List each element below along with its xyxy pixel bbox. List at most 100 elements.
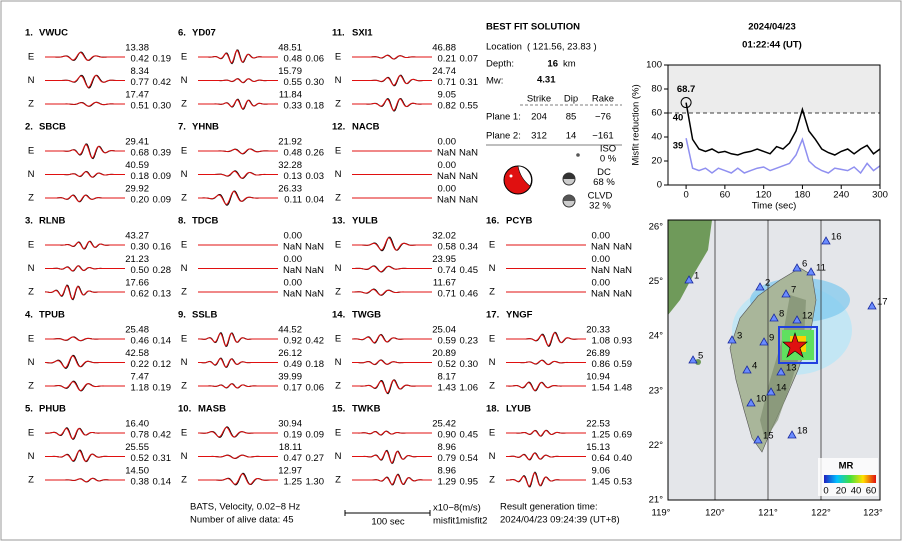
- component: N: [28, 357, 35, 368]
- y-tick-label: 100: [646, 60, 662, 71]
- misfit1: 0.19: [284, 430, 303, 441]
- misfit2-legend: misfit2: [460, 516, 487, 527]
- misfit2: 0.28: [153, 265, 172, 276]
- amplitude: 0.00: [438, 137, 457, 148]
- station-number: 8.: [178, 216, 186, 227]
- amplitude: 16.40: [125, 419, 149, 430]
- misfit2: 0.42: [306, 336, 325, 347]
- station-map-label: 5: [698, 351, 703, 362]
- iso-ball: [576, 153, 580, 157]
- synthetic-trace: [45, 477, 125, 483]
- misfit2: 0.16: [153, 242, 172, 253]
- synthetic-trace: [44, 336, 125, 342]
- misfit1: 0.18: [131, 171, 150, 182]
- misfit1: 0.17: [284, 383, 303, 394]
- misfit2: 0.93: [614, 336, 633, 347]
- station-map-label: 9: [769, 333, 774, 344]
- station-marker: [766, 387, 776, 396]
- misfit1: 0.71: [438, 289, 457, 300]
- misfit1: 0.30: [131, 242, 150, 253]
- misfit1: 0.82: [438, 101, 457, 112]
- station-map-label: 14: [776, 383, 787, 394]
- station-map-label: 1: [694, 271, 699, 282]
- misfit1: NaN: [591, 289, 610, 300]
- misfit2: 0.06: [306, 54, 325, 65]
- amplitude: 24.74: [432, 66, 456, 77]
- units: x10−8(m/s): [433, 503, 481, 514]
- misfit1: 0.62: [131, 289, 150, 300]
- amplitude: 29.41: [125, 137, 149, 148]
- synthetic-trace: [45, 450, 125, 462]
- annotation: 68.7: [677, 84, 696, 95]
- component: N: [181, 75, 188, 86]
- location-label: Location: [486, 42, 522, 53]
- component: E: [28, 146, 34, 157]
- misfit2: 0.54: [460, 453, 479, 464]
- synthetic-trace: [351, 288, 432, 296]
- misfit2: 0.39: [153, 148, 172, 159]
- misfit2: 0.18: [306, 101, 325, 112]
- component: Z: [489, 287, 495, 298]
- mw-label: Mw:: [486, 76, 503, 87]
- misfit2: 0.31: [460, 77, 479, 88]
- amplitude: 0.00: [284, 254, 303, 265]
- misfit2: 1.48: [614, 383, 633, 394]
- column-header: Rake: [592, 94, 614, 105]
- station-marker: [727, 335, 737, 344]
- misfit1: 1.43: [438, 383, 457, 394]
- misfit1: 0.90: [438, 430, 457, 441]
- amplitude: 30.94: [278, 419, 302, 430]
- y-tick-label: 60: [651, 108, 662, 119]
- component: E: [181, 240, 187, 251]
- synthetic-trace: [506, 359, 586, 365]
- misfit2: 0.14: [153, 336, 172, 347]
- synthetic-trace: [44, 427, 125, 440]
- station-marker: [684, 275, 694, 284]
- decomp-percent: 32 %: [589, 201, 611, 212]
- station-marker: [787, 430, 797, 439]
- misfit2: 0.30: [153, 101, 172, 112]
- p-axis: [509, 174, 513, 178]
- misfit2: NaN: [459, 148, 478, 159]
- station-name: SXI1: [352, 28, 373, 39]
- annotation: 40: [673, 113, 684, 124]
- synthetic-trace: [506, 429, 586, 437]
- x-tick-label: 300: [872, 190, 888, 201]
- station-number: 17.: [486, 310, 499, 321]
- station-name: RLNB: [39, 216, 66, 227]
- component: E: [28, 428, 34, 439]
- component: N: [489, 357, 496, 368]
- station-map-label: 11: [816, 263, 826, 274]
- synthetic-trace: [352, 379, 432, 394]
- synthetic-trace: [352, 430, 432, 436]
- amplitude: 0.00: [438, 184, 457, 195]
- lon-label: 122°: [811, 508, 831, 519]
- misfit1: 0.49: [284, 359, 303, 370]
- lon-label: 120°: [705, 508, 725, 519]
- component: E: [489, 240, 495, 251]
- misfit2: 0.34: [460, 242, 479, 253]
- clvd-quad: [563, 195, 575, 201]
- amplitude: 26.12: [278, 348, 302, 359]
- decomp-name: CLVD: [588, 191, 613, 202]
- y-tick-label: 80: [651, 84, 662, 95]
- misfit1: 0.71: [438, 77, 457, 88]
- beachball-dilatation: [517, 165, 532, 187]
- component: Z: [489, 475, 495, 486]
- component: N: [28, 75, 35, 86]
- station-number: 10.: [178, 404, 191, 415]
- misfit2: 0.06: [306, 383, 325, 394]
- station-number: 7.: [178, 122, 186, 133]
- station-number: 9.: [178, 310, 186, 321]
- synthetic-trace: [44, 285, 125, 300]
- station-number: 12.: [332, 122, 345, 133]
- mainland: [668, 220, 712, 315]
- amplitude: 39.99: [278, 372, 302, 383]
- misfit1: 0.13: [284, 171, 303, 182]
- synthetic-trace: [506, 332, 586, 347]
- component: N: [28, 451, 35, 462]
- misfit1: 0.51: [131, 101, 150, 112]
- misfit1: NaN: [283, 242, 302, 253]
- series-line: [685, 102, 881, 156]
